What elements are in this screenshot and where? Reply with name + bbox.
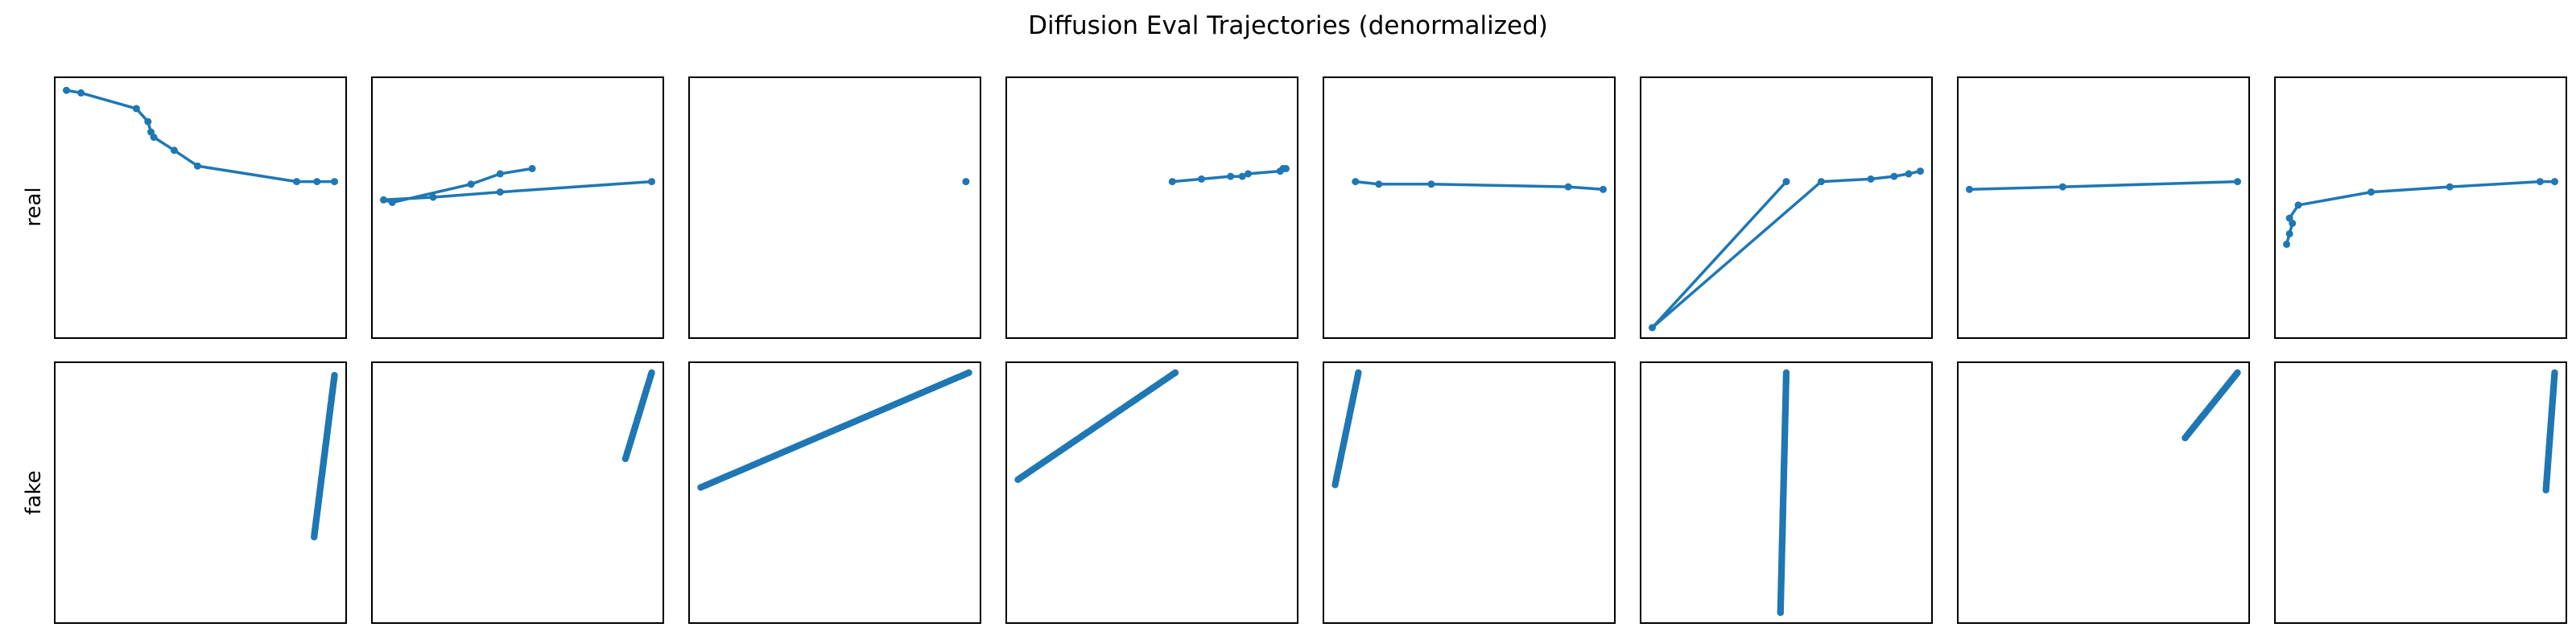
trajectory-point [2446, 183, 2454, 191]
figure-title: Diffusion Eval Trajectories (denormalize… [1028, 11, 1548, 40]
row-label-real: real [22, 187, 46, 226]
trajectory-point [77, 89, 85, 97]
trajectory-point [2368, 188, 2375, 196]
trajectory-point [429, 193, 437, 201]
panel-frame [1005, 361, 1298, 624]
panel-frame [1640, 76, 1933, 339]
trajectory-point [1427, 180, 1435, 188]
trajectory-point [962, 178, 970, 186]
trajectory-point [331, 178, 338, 186]
trajectory-point [1355, 369, 1362, 377]
panel-frame [371, 361, 664, 624]
panel-frame [1323, 76, 1616, 339]
trajectory-point [170, 147, 178, 155]
trajectory-point [1782, 369, 1790, 377]
trajectory-point [496, 170, 504, 178]
trajectory-point [467, 180, 475, 188]
trajectory-point [380, 196, 387, 204]
trajectory-point [965, 369, 972, 377]
trajectory-point [1917, 167, 1924, 175]
trajectory-point [331, 372, 338, 379]
trajectory-point [1867, 175, 1875, 183]
trajectory-line [1650, 169, 1921, 329]
panel-real-8 [2274, 76, 2567, 339]
panel-fake-5 [1323, 361, 1616, 624]
trajectory-point [313, 178, 321, 186]
panel-real-3 [688, 76, 981, 339]
panel-real-6 [1640, 76, 1933, 339]
trajectory-point [1817, 178, 1825, 186]
panel-real-4 [1005, 76, 1298, 339]
panel-real-2 [371, 76, 664, 339]
trajectory-point [1238, 172, 1246, 180]
trajectory-point [293, 178, 300, 186]
trajectory-line [1969, 180, 2238, 192]
panel-frame [688, 361, 981, 624]
trajectory-point [2536, 178, 2544, 186]
trajectory-point [1171, 369, 1179, 377]
trajectory-point [63, 86, 70, 94]
trajectory-point [2234, 178, 2241, 186]
trajectory-line [2285, 180, 2555, 245]
trajectory-point [150, 134, 158, 141]
trajectory-point [2551, 369, 2558, 377]
panel-frame [688, 76, 981, 339]
trajectory-point [1352, 178, 1360, 186]
panel-frame [1323, 361, 1616, 624]
trajectory-point [388, 199, 396, 206]
panel-fake-4 [1005, 361, 1298, 624]
panel-fake-6 [1640, 361, 1933, 624]
trajectory-point [1600, 185, 1607, 193]
panel-frame [2274, 361, 2567, 624]
trajectory-point [2294, 201, 2302, 209]
panel-frame [1640, 361, 1933, 624]
trajectory-point [1890, 172, 1898, 180]
trajectory-point [1375, 180, 1383, 188]
trajectory-point [1564, 183, 1572, 191]
trajectory-point [1168, 178, 1176, 186]
trajectory-point [1282, 164, 1290, 172]
trajectory-point [2285, 229, 2293, 237]
trajectory-point [2058, 183, 2066, 191]
panel-frame [54, 361, 347, 624]
trajectory-point [1227, 172, 1235, 180]
trajectory-line [382, 167, 652, 204]
trajectory-point [144, 118, 152, 126]
trajectory-point [496, 188, 504, 196]
trajectory-point [1649, 324, 1656, 332]
panel-frame [2274, 76, 2567, 339]
trajectory-point [2234, 369, 2241, 377]
panel-frame [54, 76, 347, 339]
trajectory-point [528, 164, 536, 172]
trajectory-point [1782, 178, 1790, 186]
trajectory-point [1245, 170, 1252, 178]
trajectory-point [1198, 175, 1205, 183]
panel-real-7 [1957, 76, 2250, 339]
panel-frame [1005, 76, 1298, 339]
panel-fake-3 [688, 361, 981, 624]
panel-frame [1957, 361, 2250, 624]
trajectory-point [193, 162, 201, 170]
trajectory-point [1966, 185, 1973, 193]
trajectory-point [648, 369, 655, 377]
panel-real-5 [1323, 76, 1616, 339]
trajectory-point [2283, 240, 2290, 248]
panel-real-1 [54, 76, 347, 339]
panel-frame [1957, 76, 2250, 339]
panels [54, 76, 2567, 624]
panel-frame [371, 76, 664, 339]
trajectory-point [2551, 178, 2558, 186]
trajectory-point [2285, 214, 2293, 222]
trajectory-point [648, 178, 655, 186]
panel-fake-7 [1957, 361, 2250, 624]
row-label-fake: fake [22, 470, 46, 514]
panel-fake-8 [2274, 361, 2567, 624]
panel-fake-1 [54, 361, 347, 624]
trajectory-point [1905, 170, 1913, 178]
panel-fake-2 [371, 361, 664, 624]
trajectory-point [132, 105, 140, 113]
